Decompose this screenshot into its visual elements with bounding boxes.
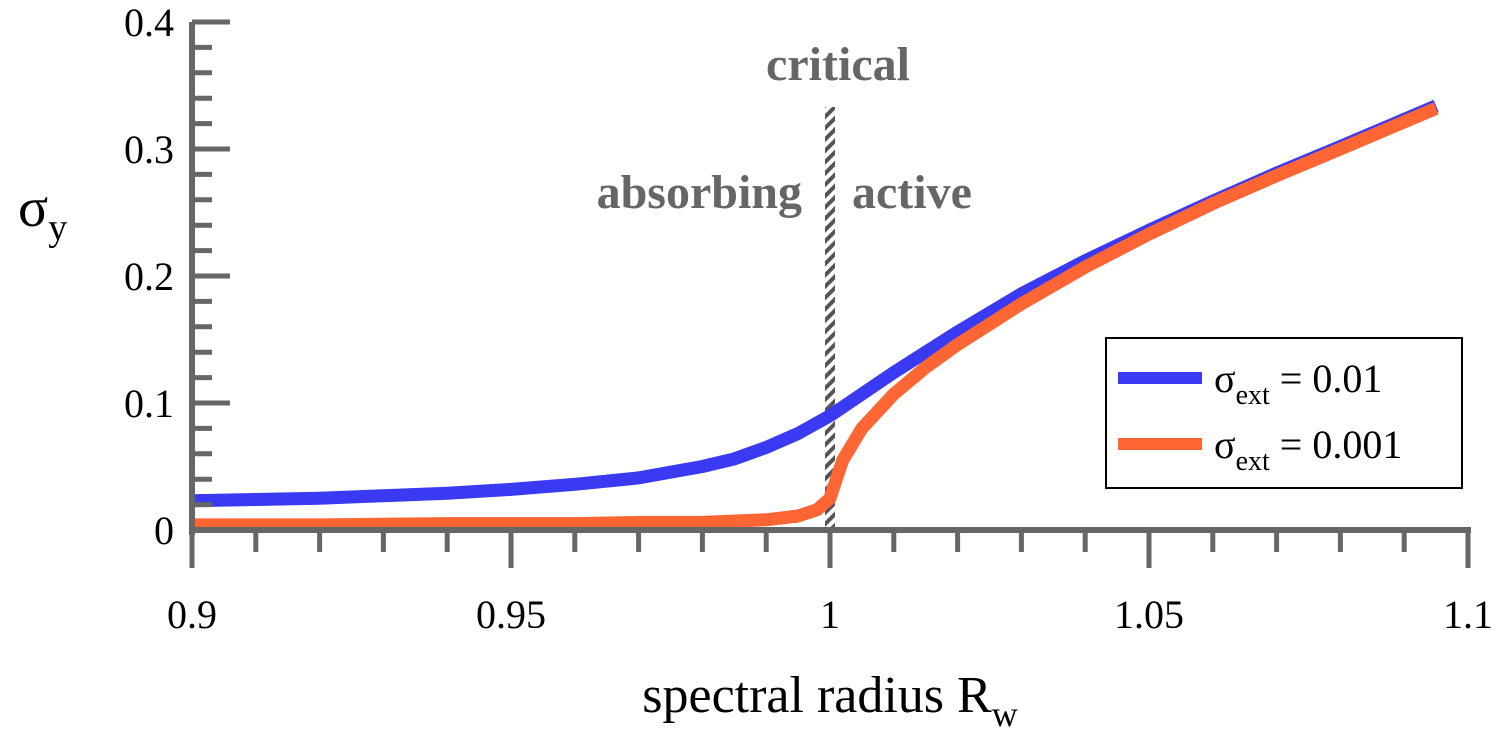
x-axis-label: spectral radius Rw <box>642 667 1017 734</box>
y-axis-subscript: y <box>48 207 67 249</box>
y-axis-symbol: σ <box>18 177 48 239</box>
legend-value: = 0.001 <box>1270 422 1403 467</box>
legend-subscript: ext <box>1236 446 1270 477</box>
x-axis-label-gap <box>944 667 957 724</box>
x-tick-label: 0.9 <box>167 592 217 637</box>
x-tick-label: 1 <box>820 592 840 637</box>
absorbing-label: absorbing <box>597 166 802 219</box>
y-tick-label: 0.1 <box>124 381 174 426</box>
legend-value: = 0.01 <box>1270 356 1383 401</box>
legend-symbol: σ <box>1214 422 1236 467</box>
legend-label-0: σext = 0.01 <box>1214 356 1382 411</box>
y-tick-label: 0 <box>154 508 174 553</box>
x-axis-label-text: spectral radius <box>642 667 944 724</box>
y-axis-label: σy <box>18 177 67 249</box>
x-tick-label: 1.1 <box>1443 592 1493 637</box>
x-tick-label: 0.95 <box>476 592 546 637</box>
active-label: active <box>852 166 972 219</box>
series-line-1 <box>192 102 1439 532</box>
legend-label-1: σext = 0.001 <box>1214 422 1402 477</box>
x-axis-symbol: R <box>957 667 992 724</box>
legend-subscript: ext <box>1236 380 1270 411</box>
x-axis-subscript: w <box>992 694 1018 734</box>
x-tick-label: 1.05 <box>1114 592 1184 637</box>
critical-label: critical <box>766 38 910 91</box>
axes: 0 0.1 0.2 0.3 0.4 0.9 0.95 1 1.05 1.1 <box>124 0 1493 637</box>
critical-line <box>825 107 835 530</box>
legend-box <box>1105 337 1463 489</box>
y-tick-label: 0.2 <box>124 254 174 299</box>
series-layer <box>191 99 1439 532</box>
y-tick-label: 0.3 <box>124 127 174 172</box>
y-tick-label: 0.4 <box>124 0 174 45</box>
legend-symbol: σ <box>1214 356 1236 401</box>
